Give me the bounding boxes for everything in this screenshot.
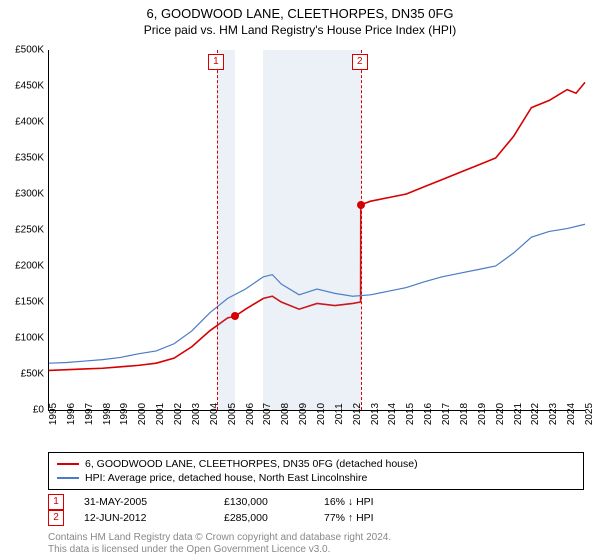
x-tick-label: 1997 <box>84 403 95 425</box>
x-tick-label: 2011 <box>334 403 345 425</box>
x-tick-label: 2024 <box>566 403 577 425</box>
y-tick-label: £250K <box>15 225 44 236</box>
x-tick-label: 2006 <box>245 403 256 425</box>
x-tick-label: 2012 <box>352 403 363 425</box>
event-marker-2: 2 <box>352 54 368 70</box>
x-tick-label: 2019 <box>477 403 488 425</box>
chart-subtitle: Price paid vs. HM Land Registry's House … <box>0 21 600 37</box>
legend-label: HPI: Average price, detached house, Nort… <box>85 472 367 484</box>
legend: 6, GOODWOOD LANE, CLEETHORPES, DN35 0FG … <box>48 452 584 490</box>
x-tick-label: 2001 <box>155 403 166 425</box>
y-tick-label: £100K <box>15 333 44 344</box>
recession-band <box>263 50 360 410</box>
y-tick-label: £500K <box>15 45 44 56</box>
x-tick-label: 2010 <box>316 403 327 425</box>
y-tick-label: £400K <box>15 117 44 128</box>
y-tick-label: £200K <box>15 261 44 272</box>
x-tick-label: 2017 <box>441 403 452 425</box>
x-tick-label: 2021 <box>513 403 524 425</box>
x-tick-label: 2008 <box>280 403 291 425</box>
x-tick-label: 2004 <box>209 403 220 425</box>
y-tick-label: £300K <box>15 189 44 200</box>
x-tick-label: 2018 <box>459 403 470 425</box>
x-tick-label: 2020 <box>495 403 506 425</box>
chart-title: 6, GOODWOOD LANE, CLEETHORPES, DN35 0FG <box>0 0 600 21</box>
attribution-line2: This data is licensed under the Open Gov… <box>48 544 391 556</box>
legend-swatch <box>57 463 79 465</box>
x-tick-label: 2000 <box>137 403 148 425</box>
x-tick-label: 2013 <box>370 403 381 425</box>
sale-price: £285,000 <box>224 510 304 526</box>
sale-row: 1 31-MAY-2005 £130,000 16% ↓ HPI <box>48 494 414 510</box>
legend-swatch <box>57 477 79 479</box>
x-tick-label: 2002 <box>173 403 184 425</box>
x-tick-label: 2007 <box>262 403 273 425</box>
chart-plot-area <box>48 50 585 411</box>
event-marker-1: 1 <box>208 54 224 70</box>
y-tick-label: £150K <box>15 297 44 308</box>
legend-item: 6, GOODWOOD LANE, CLEETHORPES, DN35 0FG … <box>57 457 575 471</box>
sale-date: 12-JUN-2012 <box>84 510 204 526</box>
x-tick-label: 2003 <box>191 403 202 425</box>
x-tick-label: 2022 <box>530 403 541 425</box>
sale-row: 2 12-JUN-2012 £285,000 77% ↑ HPI <box>48 510 414 526</box>
sale-price: £130,000 <box>224 494 304 510</box>
sale-index-box: 1 <box>48 494 64 510</box>
x-tick-label: 1995 <box>48 403 59 425</box>
attribution-line1: Contains HM Land Registry data © Crown c… <box>48 532 391 544</box>
sales-list: 1 31-MAY-2005 £130,000 16% ↓ HPI 2 12-JUN-201… <box>48 494 414 526</box>
x-tick-label: 2015 <box>405 403 416 425</box>
y-tick-label: £50K <box>21 369 44 380</box>
x-tick-label: 2005 <box>227 403 238 425</box>
x-tick-label: 1996 <box>66 403 77 425</box>
recession-band <box>217 50 235 410</box>
sale-point <box>357 201 365 209</box>
event-line <box>361 50 362 410</box>
x-tick-label: 1998 <box>102 403 113 425</box>
sale-point <box>231 312 239 320</box>
x-tick-label: 2025 <box>584 403 595 425</box>
y-tick-label: £350K <box>15 153 44 164</box>
x-tick-label: 1999 <box>119 403 130 425</box>
x-tick-label: 2023 <box>548 403 559 425</box>
x-tick-label: 2014 <box>387 403 398 425</box>
sale-diff: 77% ↑ HPI <box>324 510 414 526</box>
sale-diff: 16% ↓ HPI <box>324 494 414 510</box>
legend-item: HPI: Average price, detached house, Nort… <box>57 471 575 485</box>
legend-label: 6, GOODWOOD LANE, CLEETHORPES, DN35 0FG … <box>85 458 418 470</box>
sale-index-box: 2 <box>48 510 64 526</box>
x-tick-label: 2009 <box>298 403 309 425</box>
attribution: Contains HM Land Registry data © Crown c… <box>48 532 391 556</box>
y-tick-label: £0 <box>33 405 44 416</box>
sale-date: 31-MAY-2005 <box>84 494 204 510</box>
x-tick-label: 2016 <box>423 403 434 425</box>
event-line <box>217 50 218 410</box>
y-tick-label: £450K <box>15 81 44 92</box>
